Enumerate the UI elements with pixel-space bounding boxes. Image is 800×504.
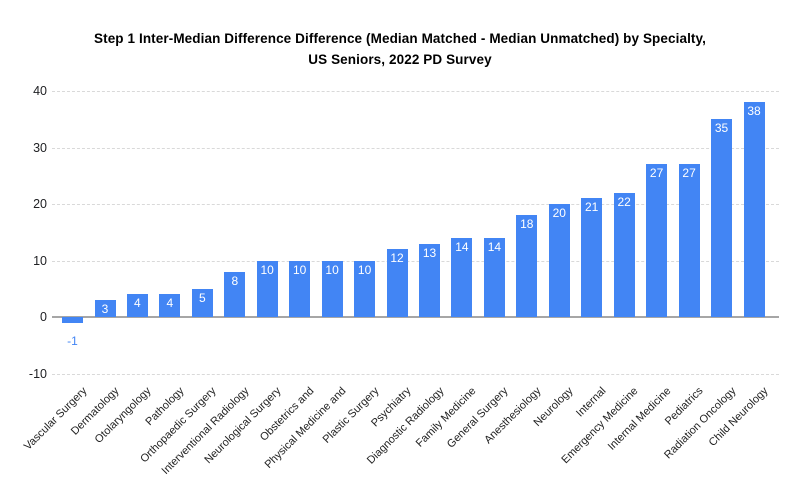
bar-neurological-surgery[interactable]: 10 (256, 260, 278, 317)
y-axis-tick-label-10: 10 (33, 253, 47, 268)
y-axis-tick-label-40: 40 (33, 84, 47, 98)
bar-value-label: 13 (422, 245, 437, 260)
bar-value-label: 10 (293, 262, 307, 277)
bar-value-label: 14 (487, 239, 502, 254)
y-axis-tick-label-20: 20 (33, 197, 47, 211)
bar-diagnostic-radiology[interactable]: 13 (419, 243, 440, 318)
bar-internal-medicine[interactable]: 27 (646, 164, 668, 317)
bar-value-label: 10 (357, 262, 372, 277)
bar-value-label: 18 (520, 217, 534, 232)
bar-value-label: 14 (455, 239, 469, 254)
gridline--10 (52, 373, 779, 375)
gridline-20 (52, 204, 779, 205)
y-axis-tick-label-0: 0 (40, 310, 47, 324)
bar-obstetrics-and[interactable]: 10 (289, 260, 311, 317)
y-axis-tick-label--10: -10 (28, 366, 47, 381)
bar-interventional-radiology[interactable]: 8 (224, 271, 246, 317)
x-axis-baseline (52, 316, 779, 318)
bar-value-label: 35 (714, 121, 729, 136)
gridline-10 (52, 260, 779, 262)
bar-internal[interactable]: 21 (581, 198, 603, 318)
bar-general-surgery[interactable]: 14 (483, 237, 505, 317)
gridline-30 (52, 147, 779, 149)
bar-psychiatry[interactable]: 12 (386, 249, 408, 317)
bar-value-label: 27 (682, 166, 696, 181)
bar-child-neurology[interactable]: 38 (743, 102, 765, 317)
bar-orthopaedic-surgery[interactable]: 5 (191, 288, 213, 318)
bar-value-label: 22 (617, 194, 631, 209)
bar-physical-medicine-and[interactable]: 10 (321, 260, 343, 317)
chart-title-line-1: Step 1 Inter-Median Difference Differenc… (94, 31, 706, 46)
bar-value-label: 4 (134, 296, 141, 311)
bar-vascular-surgery[interactable]: -1 (62, 317, 83, 347)
bar-neurology[interactable]: 20 (548, 204, 570, 317)
bar-pediatrics[interactable]: 27 (678, 164, 700, 317)
bar-value-label: 5 (198, 290, 206, 305)
bar-value-label: -1 (67, 333, 78, 348)
bar-value-label: 8 (231, 273, 239, 288)
bar-value-label: 21 (585, 200, 599, 215)
bar-anesthesiology[interactable]: 18 (516, 215, 538, 317)
bar-pathology[interactable]: 4 (159, 294, 181, 317)
bar-value-label: 12 (390, 251, 404, 266)
chart-title: Step 1 Inter-Median Difference Differenc… (0, 28, 800, 70)
bar-value-label: 10 (260, 262, 274, 277)
bar-value-label: 20 (552, 206, 566, 220)
gridline-40 (52, 91, 779, 92)
bar-family-medicine[interactable]: 14 (451, 237, 473, 317)
bar-value-label: 10 (325, 262, 339, 277)
y-axis-tick-label-30: 30 (33, 140, 47, 155)
bar-value-label: 4 (166, 296, 174, 311)
bar-emergency-medicine[interactable]: 22 (613, 192, 635, 317)
chart-title-line-2: US Seniors, 2022 PD Survey (308, 52, 492, 67)
bar-radiation-oncology[interactable]: 35 (711, 119, 732, 318)
bar-dermatology[interactable]: 3 (94, 300, 116, 318)
bar-value-label: 27 (649, 166, 664, 181)
bar-value-label: 38 (747, 104, 761, 119)
bar-otolaryngology[interactable]: 4 (126, 294, 148, 317)
bar-plastic-surgery[interactable]: 10 (354, 260, 376, 317)
bar-value-label: 3 (101, 302, 109, 317)
